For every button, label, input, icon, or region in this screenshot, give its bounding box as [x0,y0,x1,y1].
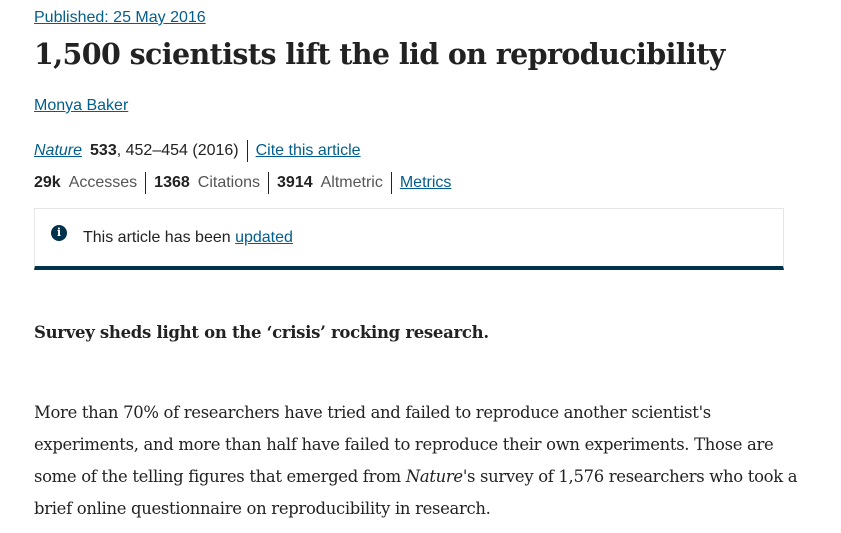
citations-label: Citations [197,174,261,191]
divider [246,140,248,162]
author-link[interactable]: Monya Baker [34,97,129,114]
citation-line: Nature 533 , 452–454 (2016) Cite this ar… [34,140,361,162]
divider [145,172,147,194]
altmetric-label: Altmetric [320,174,383,191]
body-text-segment: some of the telling figures that emerged… [34,467,406,486]
updated-link[interactable]: updated [235,229,293,246]
citations-count: 1368 [154,174,190,191]
body-text-segment: 's survey of 1,576 researchers who took … [462,467,798,486]
article-title: 1,500 scientists lift the lid on reprodu… [34,37,725,71]
journal-name-italic: Nature [405,467,463,486]
divider [390,172,392,194]
journal-link[interactable]: Nature [34,142,83,159]
update-notice: i This article has been updated [34,208,784,270]
body-line: experiments, and more than half have fai… [34,435,774,454]
body-line: some of the telling figures that emerged… [34,461,824,493]
accesses-label: Accesses [68,174,138,191]
metrics-link[interactable]: Metrics [399,174,452,191]
cite-article-link[interactable]: Cite this article [255,142,361,159]
info-icon: i [51,225,67,241]
notice-message: This article has been [83,229,236,246]
altmetric-score: 3914 [277,174,313,191]
accesses-count: 29k [34,174,61,191]
article-body-paragraph: More than 70% of researchers have tried … [34,397,824,525]
article-standfirst: Survey sheds light on the ‘crisis’ rocki… [34,323,489,342]
divider [268,172,270,194]
body-line: brief online questionnaire on reproducib… [34,499,491,518]
body-line: More than 70% of researchers have tried … [34,403,711,422]
volume-number: 533 [90,142,117,159]
pages-year: , 452–454 (2016) [116,142,239,159]
notice-text: This article has been updated [83,228,293,248]
article-metrics: 29k Accesses 1368 Citations 3914 Altmetr… [34,172,451,194]
published-date-link[interactable]: Published: 25 May 2016 [34,9,206,26]
